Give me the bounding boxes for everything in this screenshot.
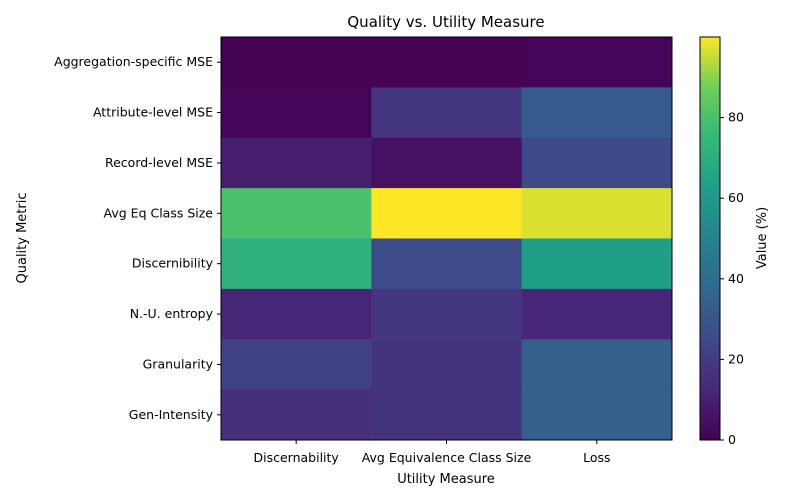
heatmap-cell (221, 37, 372, 88)
heatmap-cell (371, 288, 523, 340)
y-tick-label: Record-level MSE (105, 155, 213, 170)
colorbar-tick-label: 80 (728, 110, 744, 125)
y-tick-label: Gen-Intensity (129, 407, 214, 422)
heatmap-cell (221, 389, 372, 441)
heatmap-cell (221, 288, 372, 340)
heatmap-cell (221, 339, 372, 391)
y-tick-label: Granularity (143, 356, 214, 371)
colorbar-ticks: 0 20 40 60 80 (720, 110, 744, 447)
colorbar-tick-label: 60 (728, 190, 744, 205)
colorbar-tick-label: 40 (728, 271, 744, 286)
heatmap-cell (371, 37, 523, 88)
heatmap-cells (221, 37, 673, 441)
heatmap-cell (521, 87, 673, 139)
y-tick-label: Attribute-level MSE (93, 105, 213, 120)
heatmap-cell (371, 137, 523, 189)
x-tick-label: Loss (583, 450, 610, 465)
x-tick-label: Avg Equivalence Class Size (362, 450, 532, 465)
heatmap-cell (221, 238, 372, 290)
heatmap-cell (221, 87, 372, 139)
x-axis-label: Utility Measure (397, 472, 495, 487)
y-axis-label: Quality Metric (15, 193, 30, 284)
heatmap-cell (521, 188, 673, 239)
colorbar-tick-label: 0 (728, 432, 736, 447)
heatmap-cell (521, 238, 673, 290)
y-tick-label: Avg Eq Class Size (104, 205, 214, 220)
heatmap-cell (521, 339, 673, 391)
y-tick-label: N.-U. entropy (130, 306, 214, 321)
chart-title: Quality vs. Utility Measure (347, 13, 544, 31)
heatmap-cell (221, 188, 372, 239)
colorbar-gradient (699, 36, 721, 441)
heatmap-cell (521, 137, 673, 189)
y-axis-ticks: Aggregation-specific MSE Attribute-level … (54, 54, 221, 422)
colorbar-tick-label: 20 (728, 351, 744, 366)
x-axis-ticks: Discernability Avg Equivalence Class Size… (254, 440, 611, 465)
heatmap-cell (371, 188, 523, 239)
heatmap-cell (371, 238, 523, 290)
heatmap-cell (521, 288, 673, 340)
x-tick-label: Discernability (254, 450, 340, 465)
heatmap-cell (521, 389, 673, 441)
y-tick-label: Discernibility (132, 256, 214, 271)
heatmap-cell (521, 37, 673, 88)
y-tick-label: Aggregation-specific MSE (54, 54, 213, 69)
heatmap-cell (221, 137, 372, 189)
heatmap-cell (371, 339, 523, 391)
heatmap-cell (371, 87, 523, 139)
heatmap-cell (371, 389, 523, 441)
colorbar: 0 20 40 60 80 Value (%) (699, 36, 770, 447)
colorbar-label: Value (%) (755, 207, 770, 269)
